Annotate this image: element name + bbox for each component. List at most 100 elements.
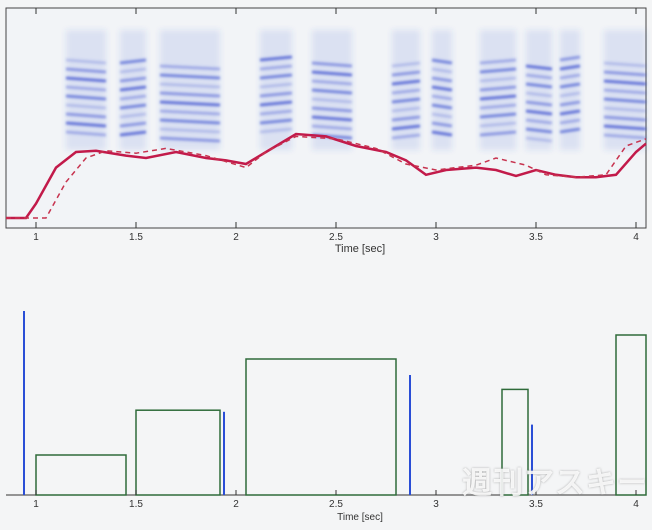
x-axis-label: Time [sec]	[335, 243, 385, 255]
harmonic-band	[391, 70, 421, 77]
harmonic-band	[559, 127, 581, 134]
onset-lines	[23, 311, 533, 495]
harmonic-band	[119, 121, 147, 128]
harmonic-band	[603, 61, 647, 68]
harmonic-band	[479, 58, 517, 65]
harmonic-band	[259, 82, 293, 89]
tick-label: 4	[633, 232, 639, 243]
tick-label: 4	[633, 499, 639, 510]
pitch-line-solid	[6, 132, 647, 220]
harmonic-band	[159, 73, 221, 80]
harmonic-band	[603, 97, 647, 104]
tick-label: 1	[33, 232, 39, 243]
harmonic-band	[603, 79, 647, 86]
pitch-line-dashed	[6, 135, 647, 219]
harmonic-band	[431, 94, 453, 101]
note-panel: 1 1.5 2 2.5 3 3.5 4 Time [sec]	[0, 258, 652, 525]
harmonic-band	[259, 91, 293, 98]
harmonic-band	[159, 91, 221, 98]
spectrogram-panel: 1 1.5 2 2.5 3 3.5 4 Time [sec]	[0, 0, 652, 258]
harmonic-band	[431, 76, 453, 83]
harmonic-band	[259, 100, 293, 107]
harmonic-band	[479, 94, 517, 101]
harmonic-band	[431, 121, 453, 128]
harmonic-band	[391, 79, 421, 86]
harmonic-band	[119, 94, 147, 101]
harmonic-band	[65, 85, 107, 92]
harmonic-band	[65, 112, 107, 119]
harmonic-band	[119, 58, 147, 65]
tick-label: 2	[233, 232, 239, 243]
harmonic-band	[525, 91, 553, 98]
harmonic-band	[311, 79, 353, 86]
harmonic-band	[311, 97, 353, 104]
harmonic-band	[525, 73, 553, 80]
spectrogram-harmonics	[65, 55, 647, 143]
harmonic-band	[479, 130, 517, 137]
harmonic-band	[559, 100, 581, 107]
harmonic-band	[259, 73, 293, 80]
harmonic-band	[159, 109, 221, 116]
harmonic-band	[391, 106, 421, 113]
harmonic-band	[159, 136, 221, 143]
harmonic-band	[559, 55, 581, 62]
harmonic-band	[479, 76, 517, 83]
harmonic-band	[391, 124, 421, 131]
tick-label: 3	[433, 232, 439, 243]
harmonic-band	[311, 124, 353, 131]
harmonic-band	[119, 103, 147, 110]
x-axis-label: Time [sec]	[337, 512, 383, 523]
note-box	[35, 454, 127, 496]
harmonic-band	[603, 88, 647, 95]
harmonic-band	[119, 112, 147, 119]
harmonic-band	[259, 64, 293, 71]
note-chart: 1 1.5 2 2.5 3 3.5 4 Time [sec]	[6, 311, 647, 523]
tick-label: 2.5	[329, 232, 343, 243]
harmonic-band	[603, 124, 647, 131]
harmonic-band	[311, 88, 353, 95]
harmonic-band	[119, 85, 147, 92]
harmonic-band	[159, 118, 221, 125]
harmonic-band	[311, 70, 353, 77]
harmonic-band	[525, 64, 553, 71]
harmonic-band	[65, 67, 107, 74]
harmonic-band	[391, 133, 421, 140]
harmonic-band	[119, 76, 147, 83]
harmonic-band	[311, 115, 353, 122]
harmonic-band	[391, 88, 421, 95]
note-box	[501, 388, 529, 496]
pitch-curves	[6, 132, 647, 220]
harmonic-band	[525, 136, 553, 143]
harmonic-band	[525, 100, 553, 107]
harmonic-band	[559, 64, 581, 71]
harmonic-band	[259, 127, 293, 134]
watermark-logo: 週刊アスキー	[462, 466, 648, 501]
harmonic-band	[311, 106, 353, 113]
tick-label: 1.5	[129, 499, 143, 510]
harmonic-band	[479, 85, 517, 92]
harmonic-band	[479, 103, 517, 110]
harmonic-band	[65, 130, 107, 137]
harmonic-band	[65, 58, 107, 65]
harmonic-band	[65, 121, 107, 128]
harmonic-band	[65, 103, 107, 110]
harmonic-band	[259, 118, 293, 125]
harmonic-band	[603, 133, 647, 140]
harmonic-band	[431, 112, 453, 119]
harmonic-band	[431, 85, 453, 92]
harmonic-band	[431, 103, 453, 110]
tick-label: 2.5	[329, 499, 343, 510]
harmonic-band	[391, 61, 421, 68]
harmonic-band	[159, 64, 221, 71]
harmonic-band	[603, 106, 647, 113]
harmonic-band	[603, 70, 647, 77]
harmonic-band	[431, 67, 453, 74]
tick-label: 3.5	[529, 499, 543, 510]
harmonic-band	[65, 94, 107, 101]
harmonic-band	[119, 130, 147, 137]
note-boxes	[35, 334, 647, 496]
harmonic-band	[603, 115, 647, 122]
harmonic-band	[479, 112, 517, 119]
harmonic-band	[391, 115, 421, 122]
note-box	[135, 409, 221, 496]
